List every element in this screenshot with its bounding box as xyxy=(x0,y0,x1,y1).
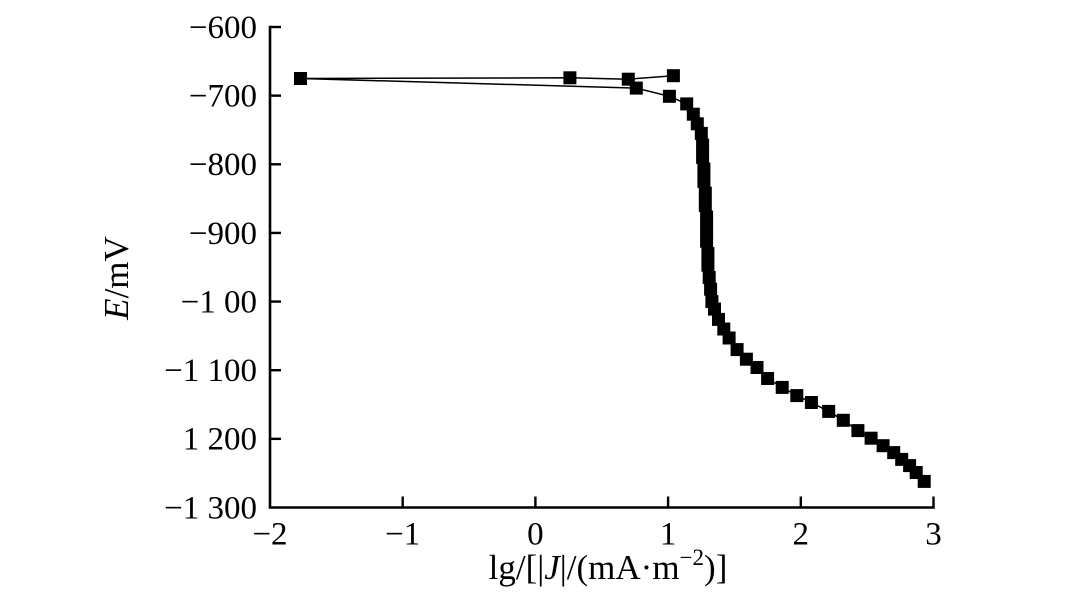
data-point-marker xyxy=(750,361,764,374)
y-axis: −600 −700 −800 −900 −1 00 −1 100 1 200 −1 300 xyxy=(164,10,281,526)
y-tick-label: −600 xyxy=(189,10,257,46)
data-point-marker xyxy=(697,162,711,176)
data-point-marker xyxy=(701,247,715,260)
y-tick-label: −700 xyxy=(189,79,257,115)
data-point-marker xyxy=(697,174,711,188)
x-axis: −2 −1 0 1 2 3 xyxy=(252,496,942,553)
y-tick-label: −900 xyxy=(189,216,257,252)
data-point-marker xyxy=(851,424,865,438)
data-point-marker xyxy=(876,439,890,453)
data-point-marker xyxy=(666,69,680,83)
data-point-marker xyxy=(698,199,712,212)
y-axis-label: E/mV xyxy=(97,236,136,321)
data-point-marker xyxy=(702,271,716,284)
data-point-marker xyxy=(917,474,931,488)
data-point-marker xyxy=(836,413,850,427)
axes-spine xyxy=(268,25,935,509)
data-point-marker xyxy=(294,72,307,85)
x-tick-label: −1 xyxy=(385,517,420,553)
data-point-marker xyxy=(822,404,836,418)
x-axis-label: lg/[|J|/(mA·m−2)] xyxy=(489,545,728,587)
data-point-marker xyxy=(704,282,718,296)
data-point-marker xyxy=(563,71,577,85)
y-tick-label: −1 300 xyxy=(164,490,257,526)
data-series-line xyxy=(300,74,925,482)
x-tick-label: 3 xyxy=(925,517,942,553)
data-point-marker xyxy=(761,372,775,385)
data-point-marker xyxy=(662,89,676,103)
data-point-marker xyxy=(722,331,736,345)
x-tick-label: 0 xyxy=(527,517,544,553)
data-point-marker xyxy=(775,380,789,394)
data-point-marker xyxy=(696,138,710,152)
data-point-marker xyxy=(694,126,708,140)
x-tick-label: 1 xyxy=(660,517,677,553)
y-tick-label: 1 200 xyxy=(183,422,257,458)
x-tick-label: −2 xyxy=(252,517,287,553)
data-point-marker xyxy=(696,150,710,164)
data-point-marker xyxy=(708,302,721,316)
data-point-marker xyxy=(739,352,753,366)
data-point-marker xyxy=(700,210,714,224)
data-series-markers xyxy=(294,69,931,488)
y-tick-label: −1 100 xyxy=(164,353,257,389)
data-point-marker xyxy=(790,389,804,403)
data-point-marker xyxy=(680,97,694,111)
data-point-marker xyxy=(804,396,818,409)
data-point-marker xyxy=(700,234,714,248)
y-tick-label: −800 xyxy=(189,147,257,183)
data-point-marker xyxy=(698,186,712,200)
data-point-marker xyxy=(629,81,643,95)
y-tick-label: −1 00 xyxy=(181,284,257,320)
data-point-marker xyxy=(864,431,878,445)
x-tick-label: 2 xyxy=(793,517,810,553)
data-point-marker xyxy=(700,223,714,236)
data-point-marker xyxy=(701,258,715,272)
